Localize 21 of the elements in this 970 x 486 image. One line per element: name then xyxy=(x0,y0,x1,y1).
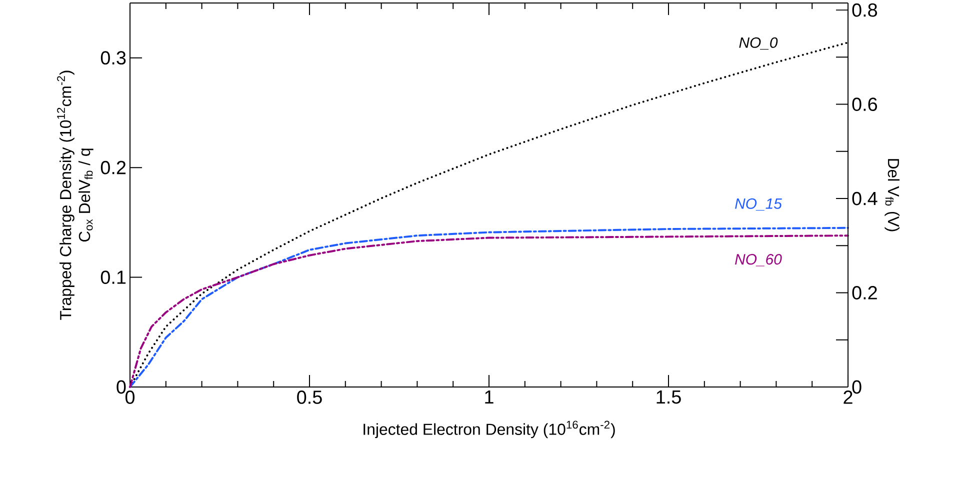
x-tick-label: 0.5 xyxy=(297,390,322,404)
y2-axis-title: Del V$_{fb}$ (V) xyxy=(884,159,900,232)
y-tick-label: 0.3 xyxy=(100,51,126,65)
text: Trapped Charge Density (10$^{12}$cm$^{-2}$) xyxy=(57,70,74,320)
y-tick-label: 0.1 xyxy=(100,270,126,284)
y2-tick-label: 0.2 xyxy=(852,286,877,300)
x-tick-label: 2 xyxy=(844,390,852,404)
x-tick-label: 1.5 xyxy=(656,390,681,404)
series-label: NO_15 xyxy=(735,198,782,211)
y2-tick-label: 0.4 xyxy=(852,192,878,206)
x-axis-title: Injected Electron Density (10$^{16}$cm$^{-2}$) xyxy=(364,420,615,438)
text: C$_{ox}$ DelV$_{fb}$ / q xyxy=(78,148,94,242)
y2-tick-label: 0.6 xyxy=(852,98,878,111)
y2-tick-label: 0 xyxy=(852,380,862,394)
y2-tick-label: 0.8 xyxy=(852,3,878,17)
x-tick-label: 1 xyxy=(485,390,494,404)
y-tick-label: 0 xyxy=(116,380,126,394)
y-tick-label: 0.2 xyxy=(100,160,126,174)
series-label: NO_0 xyxy=(739,37,778,50)
series-label: NO_60 xyxy=(735,254,782,266)
x-tick-label: 0 xyxy=(125,390,135,404)
